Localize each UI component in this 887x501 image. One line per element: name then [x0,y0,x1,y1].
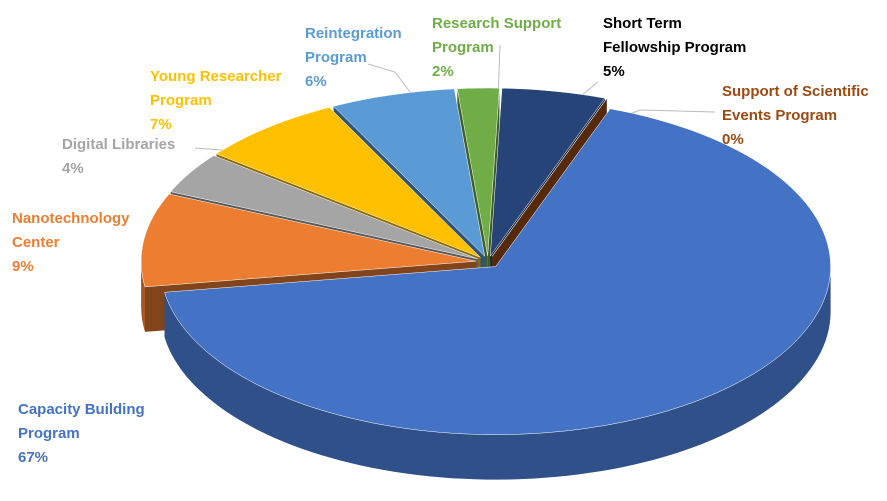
slice [164,108,831,435]
data-label: Nanotechnology Center 9% [12,207,162,279]
label-value: 9% [12,258,34,275]
label-category: Nanotechnology Center [12,210,130,251]
slice [333,88,486,257]
label-value: 7% [150,116,172,133]
label-value: 6% [305,73,327,90]
data-label: Digital Libraries 4% [62,133,222,181]
slice [491,98,607,257]
slice [140,193,477,288]
label-category: Reintegration Program [305,25,402,66]
data-label: Support of Scientific Events Program 0% [722,80,887,152]
label-category: Digital Libraries [62,136,176,153]
slice-wall [487,88,500,301]
label-category: Support of Scientific Events Program [722,83,869,124]
data-label: Capacity Building Program 67% [18,398,178,470]
slice-side [164,266,831,480]
label-value: 2% [432,63,454,80]
slice [489,87,606,257]
slice [457,87,500,257]
slice [170,155,478,260]
data-label: Short Term Fellowship Program 5% [603,12,753,84]
label-value: 4% [62,160,84,177]
label-category: Research Support Program [432,15,562,56]
data-label: Young Researcher Program 7% [150,65,300,137]
data-label: Reintegration Program 6% [305,22,415,94]
slice-side [141,261,145,332]
label-value: 67% [18,449,49,466]
data-label: Research Support Program 2% [432,12,582,84]
label-category: Capacity Building Program [18,401,145,442]
label-value: 0% [722,131,744,148]
label-category: Short Term Fellowship Program [603,15,747,56]
slice [215,107,481,258]
label-category: Young Researcher Program [150,68,282,109]
label-value: 5% [603,63,625,80]
